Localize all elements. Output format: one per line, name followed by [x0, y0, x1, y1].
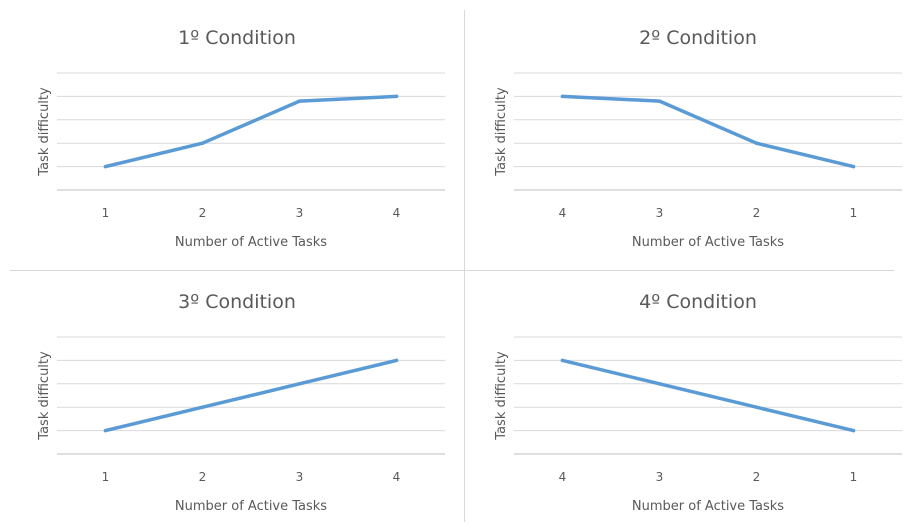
horizontal-divider: [10, 270, 894, 271]
series-line: [560, 358, 856, 433]
data-point: [657, 382, 662, 386]
data-point: [394, 358, 399, 363]
data-point: [560, 94, 565, 99]
series-line: [103, 94, 399, 169]
x-tick-label: 2: [199, 206, 207, 220]
data-point: [297, 99, 302, 103]
x-axis-label: Number of Active Tasks: [632, 499, 784, 514]
condition-2-chart: 2º Condition Task difficulty 4 3 2 1 Number of…: [494, 27, 902, 250]
data-point: [560, 358, 565, 363]
chart-title: 4º Condition: [639, 291, 757, 313]
chart-title: 2º Condition: [639, 27, 757, 49]
x-tick-label: 1: [850, 470, 858, 484]
chart-title: 1º Condition: [178, 27, 296, 49]
data-point: [297, 382, 302, 386]
y-axis-label: Task difficulty: [494, 87, 509, 177]
condition-4-chart: 4º Condition Task difficulty 4 3 2 1 Number of…: [494, 291, 902, 514]
x-tick-label: 1: [102, 470, 110, 484]
x-tick-label: 3: [296, 206, 304, 220]
x-tick-label: 2: [199, 470, 207, 484]
series-line: [103, 358, 399, 433]
x-axis-label: Number of Active Tasks: [175, 235, 327, 250]
data-point: [103, 428, 108, 433]
x-axis-label: Number of Active Tasks: [632, 235, 784, 250]
condition-1-chart: 1º Condition Task difficulty 1 2 3 4 Number of…: [37, 27, 445, 250]
x-tick-label: 2: [753, 206, 761, 220]
data-point: [754, 141, 759, 145]
x-tick-label: 3: [656, 206, 664, 220]
data-point: [657, 99, 662, 103]
x-tick-label: 4: [559, 206, 567, 220]
data-point: [851, 428, 856, 433]
data-point: [200, 405, 205, 409]
x-tick-label: 4: [393, 470, 401, 484]
y-axis-label: Task difficulty: [494, 351, 509, 441]
x-tick-label: 1: [102, 206, 110, 220]
data-point: [103, 164, 108, 169]
data-point: [851, 164, 856, 169]
x-tick-label: 3: [656, 470, 664, 484]
data-point: [754, 405, 759, 409]
x-tick-label: 2: [753, 470, 761, 484]
y-axis-label: Task difficulty: [37, 351, 52, 441]
series-line: [560, 94, 856, 169]
data-point: [200, 141, 205, 145]
x-tick-label: 1: [850, 206, 858, 220]
y-axis-label: Task difficulty: [37, 87, 52, 177]
condition-3-chart: 3º Condition Task difficulty 1 2 3 4 Number of…: [37, 291, 445, 514]
x-tick-label: 3: [296, 470, 304, 484]
x-axis-label: Number of Active Tasks: [175, 499, 327, 514]
x-tick-label: 4: [393, 206, 401, 220]
vertical-divider: [464, 10, 465, 522]
x-tick-label: 4: [559, 470, 567, 484]
data-point: [394, 94, 399, 99]
chart-title: 3º Condition: [178, 291, 296, 313]
